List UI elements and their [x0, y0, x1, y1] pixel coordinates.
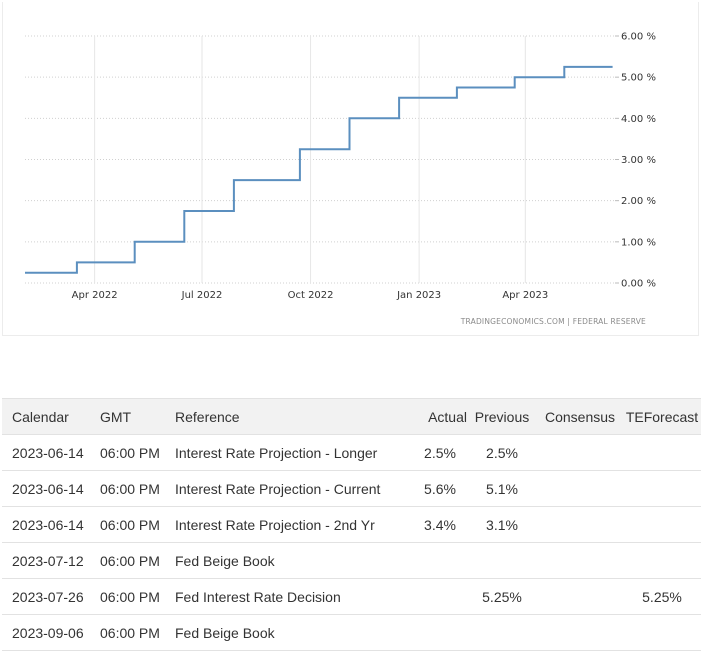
x-axis: Apr 2022 Jul 2022 Oct 2022 Jan 2023 Apr 2023	[72, 290, 549, 301]
header-calendar[interactable]: Calendar	[2, 398, 100, 435]
cell-gmt: 06:00 PM	[100, 506, 175, 543]
cell-calendar: 2023-07-26	[2, 578, 100, 615]
cell-reference[interactable]: Interest Rate Projection - Longer	[175, 434, 413, 471]
cell-consensus	[537, 542, 623, 579]
cell-reference[interactable]: Fed Beige Book	[175, 542, 413, 579]
cell-actual: 5.6%	[413, 470, 467, 507]
cell-teforecast	[623, 506, 701, 543]
cell-previous: 5.1%	[467, 470, 537, 507]
y-tick-label: 1.00 %	[621, 237, 656, 248]
table-header-row: Calendar GMT Reference Actual Previous C…	[2, 398, 701, 435]
y-tick-label: 4.00 %	[621, 114, 656, 125]
rate-chart: 0.00 % 1.00 % 2.00 % 3.00 % 4.00 % 5.00 % 6.00…	[25, 32, 656, 326]
cell-gmt: 06:00 PM	[100, 542, 175, 579]
cell-calendar: 2023-07-12	[2, 542, 100, 579]
cell-calendar: 2023-06-14	[2, 434, 100, 471]
header-actual[interactable]: Actual	[413, 398, 467, 435]
cell-teforecast	[623, 434, 701, 471]
cell-previous	[467, 614, 537, 651]
header-teforecast[interactable]: TEForecast	[623, 398, 701, 435]
cell-consensus	[537, 434, 623, 471]
series-line[interactable]	[25, 65, 613, 274]
cell-teforecast	[623, 614, 701, 651]
cell-actual: 3.4%	[413, 506, 467, 543]
y-axis: 0.00 % 1.00 % 2.00 % 3.00 % 4.00 % 5.00 % 6.00…	[615, 32, 656, 290]
chart-panel: 0.00 % 1.00 % 2.00 % 3.00 % 4.00 % 5.00 % 6.00…	[2, 2, 699, 336]
cell-gmt: 06:00 PM	[100, 614, 175, 651]
y-tick-label: 0.00 %	[621, 279, 656, 290]
cell-gmt: 06:00 PM	[100, 578, 175, 615]
cell-calendar: 2023-06-14	[2, 506, 100, 543]
cell-actual	[413, 614, 467, 651]
cell-consensus	[537, 506, 623, 543]
cell-consensus	[537, 470, 623, 507]
header-gmt[interactable]: GMT	[100, 398, 175, 435]
y-tick-label: 2.00 %	[621, 196, 656, 207]
cell-previous: 5.25%	[467, 578, 537, 615]
x-tick-label: Apr 2022	[72, 290, 118, 301]
y-tick-label: 5.00 %	[621, 73, 656, 84]
table-row: 2023-09-06 06:00 PM Fed Beige Book	[2, 614, 701, 651]
cell-teforecast	[623, 542, 701, 579]
table-row: 2023-06-14 06:00 PM Interest Rate Projec…	[2, 506, 701, 543]
x-tick-label: Jan 2023	[396, 290, 441, 301]
cell-reference[interactable]: Fed Beige Book	[175, 614, 413, 651]
header-reference[interactable]: Reference	[175, 398, 413, 435]
cell-teforecast: 5.25%	[623, 578, 701, 615]
x-tick-label: Jul 2022	[181, 290, 223, 301]
cell-actual	[413, 542, 467, 579]
source-credit: TRADINGECONOMICS.COM | FEDERAL RESERVE	[460, 317, 646, 326]
y-tick-label: 6.00 %	[621, 32, 656, 43]
cell-teforecast	[623, 470, 701, 507]
cell-gmt: 06:00 PM	[100, 470, 175, 507]
table-row: 2023-06-14 06:00 PM Interest Rate Projec…	[2, 434, 701, 471]
cell-calendar: 2023-06-14	[2, 470, 100, 507]
cell-calendar: 2023-09-06	[2, 614, 100, 651]
header-consensus[interactable]: Consensus	[537, 398, 623, 435]
x-tick-label: Oct 2022	[288, 290, 334, 301]
y-tick-label: 3.00 %	[621, 155, 656, 166]
table-row: 2023-07-12 06:00 PM Fed Beige Book	[2, 542, 701, 579]
table-row: 2023-06-14 06:00 PM Interest Rate Projec…	[2, 470, 701, 507]
cell-reference[interactable]: Interest Rate Projection - 2nd Yr	[175, 506, 413, 543]
cell-previous: 3.1%	[467, 506, 537, 543]
table-row: 2023-07-26 06:00 PM Fed Interest Rate De…	[2, 578, 701, 615]
cell-consensus	[537, 614, 623, 651]
cell-previous: 2.5%	[467, 434, 537, 471]
cell-gmt: 06:00 PM	[100, 434, 175, 471]
header-previous[interactable]: Previous	[467, 398, 537, 435]
cell-previous	[467, 542, 537, 579]
cell-consensus	[537, 578, 623, 615]
cell-reference[interactable]: Interest Rate Projection - Current	[175, 470, 413, 507]
cell-reference[interactable]: Fed Interest Rate Decision	[175, 578, 413, 615]
grid	[25, 35, 615, 284]
cell-actual	[413, 578, 467, 615]
cell-actual: 2.5%	[413, 434, 467, 471]
calendar-table: Calendar GMT Reference Actual Previous C…	[2, 398, 701, 651]
x-tick-label: Apr 2023	[502, 290, 548, 301]
